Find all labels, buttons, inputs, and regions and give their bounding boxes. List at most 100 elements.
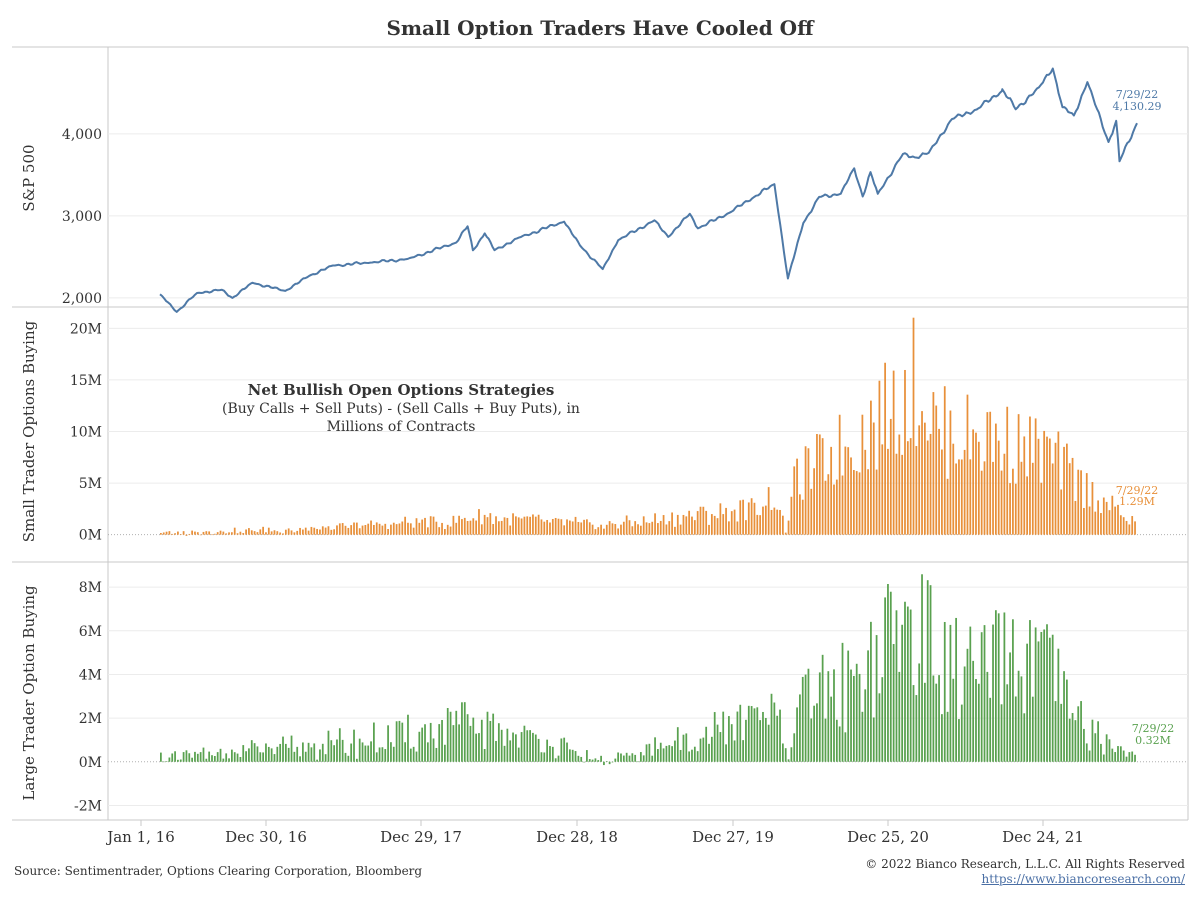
small-trader-bar bbox=[287, 528, 290, 535]
small-trader-bar bbox=[994, 423, 997, 535]
large-trader-bar bbox=[955, 617, 957, 762]
large-trader-bar bbox=[807, 668, 810, 762]
large-trader-bar bbox=[1105, 734, 1108, 762]
small-trader-bar bbox=[676, 514, 679, 535]
large-trader-bar bbox=[875, 635, 878, 762]
small-trader-bar bbox=[1100, 513, 1102, 535]
small-trader-bar bbox=[577, 521, 580, 535]
large-trader-bar bbox=[935, 683, 938, 762]
small-trader-bar bbox=[341, 523, 344, 535]
small-trader-bar bbox=[381, 525, 384, 535]
small-trader-bar bbox=[375, 522, 378, 535]
large-trader-y-tick-label: 0M bbox=[79, 755, 102, 771]
large-trader-bar bbox=[307, 742, 310, 762]
small-trader-bar bbox=[1009, 483, 1011, 535]
small-trader-bar bbox=[188, 533, 191, 535]
sp500-y-tick-label: 4,000 bbox=[62, 127, 102, 143]
large-trader-bar bbox=[745, 719, 747, 762]
small-trader-bar bbox=[1083, 507, 1085, 535]
large-trader-bar bbox=[1102, 754, 1105, 762]
small-trader-bar bbox=[384, 523, 387, 535]
large-trader-bar bbox=[355, 758, 358, 762]
small-trader-bar bbox=[941, 449, 943, 535]
large-trader-bar bbox=[736, 711, 739, 762]
large-trader-bar bbox=[242, 745, 245, 762]
small-trader-bar bbox=[693, 520, 696, 535]
website-link[interactable]: https://www.biancoresearch.com/ bbox=[981, 872, 1185, 886]
large-trader-bar bbox=[688, 751, 691, 762]
large-trader-bar bbox=[262, 752, 264, 762]
small-trader-bar bbox=[889, 418, 892, 535]
large-trader-bar bbox=[1034, 627, 1037, 762]
small-trader-bar bbox=[327, 526, 330, 535]
small-trader-bar bbox=[1102, 497, 1105, 535]
small-trader-bar bbox=[708, 524, 710, 535]
strategy-annotation-title: Net Bullish Open Options Strategies bbox=[248, 381, 555, 399]
small-trader-bar bbox=[179, 534, 182, 535]
large-trader-bar bbox=[532, 732, 534, 762]
large-trader-bar bbox=[1017, 670, 1020, 762]
small-trader-bar bbox=[645, 522, 648, 535]
large-trader-bar bbox=[168, 757, 171, 762]
large-trader-bar bbox=[551, 746, 554, 762]
large-trader-bar bbox=[1009, 652, 1011, 762]
large-trader-bar bbox=[435, 747, 438, 762]
large-trader-bar bbox=[642, 755, 645, 762]
small-trader-bar bbox=[960, 459, 963, 535]
large-trader-bar bbox=[557, 755, 560, 762]
small-trader-bar bbox=[1057, 431, 1060, 535]
small-trader-bar bbox=[949, 410, 952, 535]
small-trader-bar bbox=[1012, 468, 1014, 535]
small-trader-bar bbox=[239, 531, 242, 535]
small-trader-bar bbox=[969, 459, 972, 535]
small-trader-bar bbox=[594, 529, 597, 535]
large-trader-bar bbox=[390, 742, 392, 762]
large-trader-bar bbox=[958, 719, 960, 762]
small-trader-bar bbox=[321, 526, 324, 535]
large-trader-bar bbox=[497, 723, 500, 762]
small-trader-panel: 0M 5M 10M 15M 20M Small Trader Options Buying bbox=[20, 317, 1188, 544]
small-trader-bar bbox=[364, 525, 367, 535]
small-trader-bar bbox=[515, 516, 517, 535]
small-trader-bar bbox=[250, 530, 253, 535]
small-trader-bar bbox=[756, 514, 759, 535]
large-trader-bar bbox=[963, 666, 966, 762]
small-trader-bar bbox=[568, 520, 571, 535]
small-trader-bar bbox=[1054, 442, 1057, 535]
small-trader-bar bbox=[432, 516, 435, 535]
small-trader-bar bbox=[685, 516, 688, 535]
small-trader-bar bbox=[333, 529, 336, 535]
small-trader-bar bbox=[404, 516, 407, 535]
x-tick-label: Dec 29, 17 bbox=[380, 828, 462, 846]
small-trader-bar bbox=[631, 526, 634, 535]
large-trader-bar bbox=[611, 761, 614, 763]
small-trader-bar bbox=[736, 521, 739, 535]
small-trader-bar bbox=[412, 527, 415, 535]
large-trader-bar bbox=[1068, 718, 1071, 762]
large-trader-bar bbox=[679, 749, 682, 762]
small-trader-bar bbox=[1060, 489, 1063, 535]
large-trader-bar bbox=[1080, 701, 1082, 762]
small-trader-bar bbox=[182, 531, 185, 535]
large-trader-bar bbox=[392, 746, 395, 762]
small-trader-bar bbox=[520, 518, 523, 535]
large-trader-bar bbox=[705, 726, 708, 762]
small-trader-bar bbox=[1063, 446, 1065, 535]
large-trader-bar bbox=[1091, 719, 1094, 762]
large-trader-bar bbox=[341, 739, 344, 762]
large-trader-bar bbox=[762, 711, 764, 762]
small-trader-bar bbox=[713, 515, 716, 535]
small-trader-bar bbox=[793, 466, 796, 535]
large-trader-bar bbox=[347, 755, 350, 762]
small-trader-bar bbox=[324, 527, 327, 535]
small-trader-bar bbox=[549, 522, 551, 535]
small-trader-bar bbox=[847, 447, 850, 535]
large-trader-bar bbox=[952, 678, 955, 762]
small-trader-bar bbox=[370, 520, 372, 535]
small-last-date: 7/29/22 bbox=[1116, 484, 1158, 497]
large-trader-y-tick-label: 8M bbox=[79, 580, 102, 596]
small-trader-bar bbox=[355, 522, 358, 535]
small-trader-bar bbox=[750, 498, 753, 535]
small-trader-bar bbox=[622, 521, 625, 535]
small-trader-bar bbox=[358, 528, 361, 535]
